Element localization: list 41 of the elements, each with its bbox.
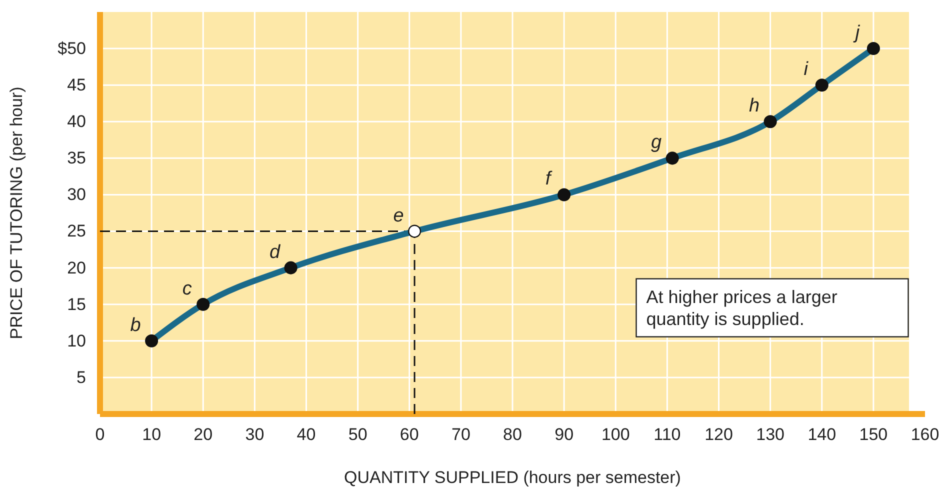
y-tick-label: 15 xyxy=(67,294,86,314)
annotation: g xyxy=(651,132,662,154)
x-tick-label: 140 xyxy=(808,425,836,444)
x-tick-label: 130 xyxy=(756,425,784,444)
point xyxy=(408,224,422,238)
y-tick-label: $50 xyxy=(58,38,86,58)
y-tick-label: 10 xyxy=(67,331,86,350)
x-tick-label: 50 xyxy=(348,425,368,444)
y-tick-label: 35 xyxy=(67,148,86,168)
x-tick-label: 70 xyxy=(451,425,470,444)
y-tick-label: 30 xyxy=(67,185,86,204)
x-tick-label: 150 xyxy=(859,425,888,444)
annotation: i xyxy=(804,59,809,80)
x-tick-label: 110 xyxy=(654,425,681,444)
text-box: At higher prices a larger quantity is supplied. xyxy=(636,278,909,338)
x-axis-title: QUANTITY SUPPLIED (hours per semester) xyxy=(344,468,681,487)
annotation: At higher prices a larger quantity is supplied. xyxy=(646,286,838,329)
x-tick-label: 20 xyxy=(194,425,213,444)
x-tick-label: 10 xyxy=(142,425,162,444)
y-axis-title: PRICE OF TUTORING (per hour) xyxy=(7,86,26,340)
annotation: c xyxy=(182,278,192,300)
x-tick-label: 90 xyxy=(554,425,574,444)
y-tick-label: 20 xyxy=(67,258,86,278)
annotation: j xyxy=(852,22,860,44)
x-tick-label: 100 xyxy=(601,425,630,444)
y-tick-label: 5 xyxy=(76,368,86,387)
annotation: h xyxy=(749,96,760,117)
x-tick-label: 60 xyxy=(400,425,419,444)
x-tick-label: 0 xyxy=(95,425,105,444)
annotation: b xyxy=(130,314,141,336)
y-tick-label: 45 xyxy=(67,76,86,95)
y-tick-label: 40 xyxy=(67,112,86,132)
annotation: f xyxy=(545,168,552,190)
annotation: e xyxy=(393,205,404,226)
x-tick-label: 120 xyxy=(704,425,733,444)
x-tick-label: 40 xyxy=(296,425,316,444)
y-tick-label: 25 xyxy=(67,222,86,241)
annotation: d xyxy=(269,242,282,263)
x-tick-label: 160 xyxy=(910,425,940,444)
x-tick-label: 30 xyxy=(245,425,264,444)
x-tick-label: 80 xyxy=(503,425,522,444)
